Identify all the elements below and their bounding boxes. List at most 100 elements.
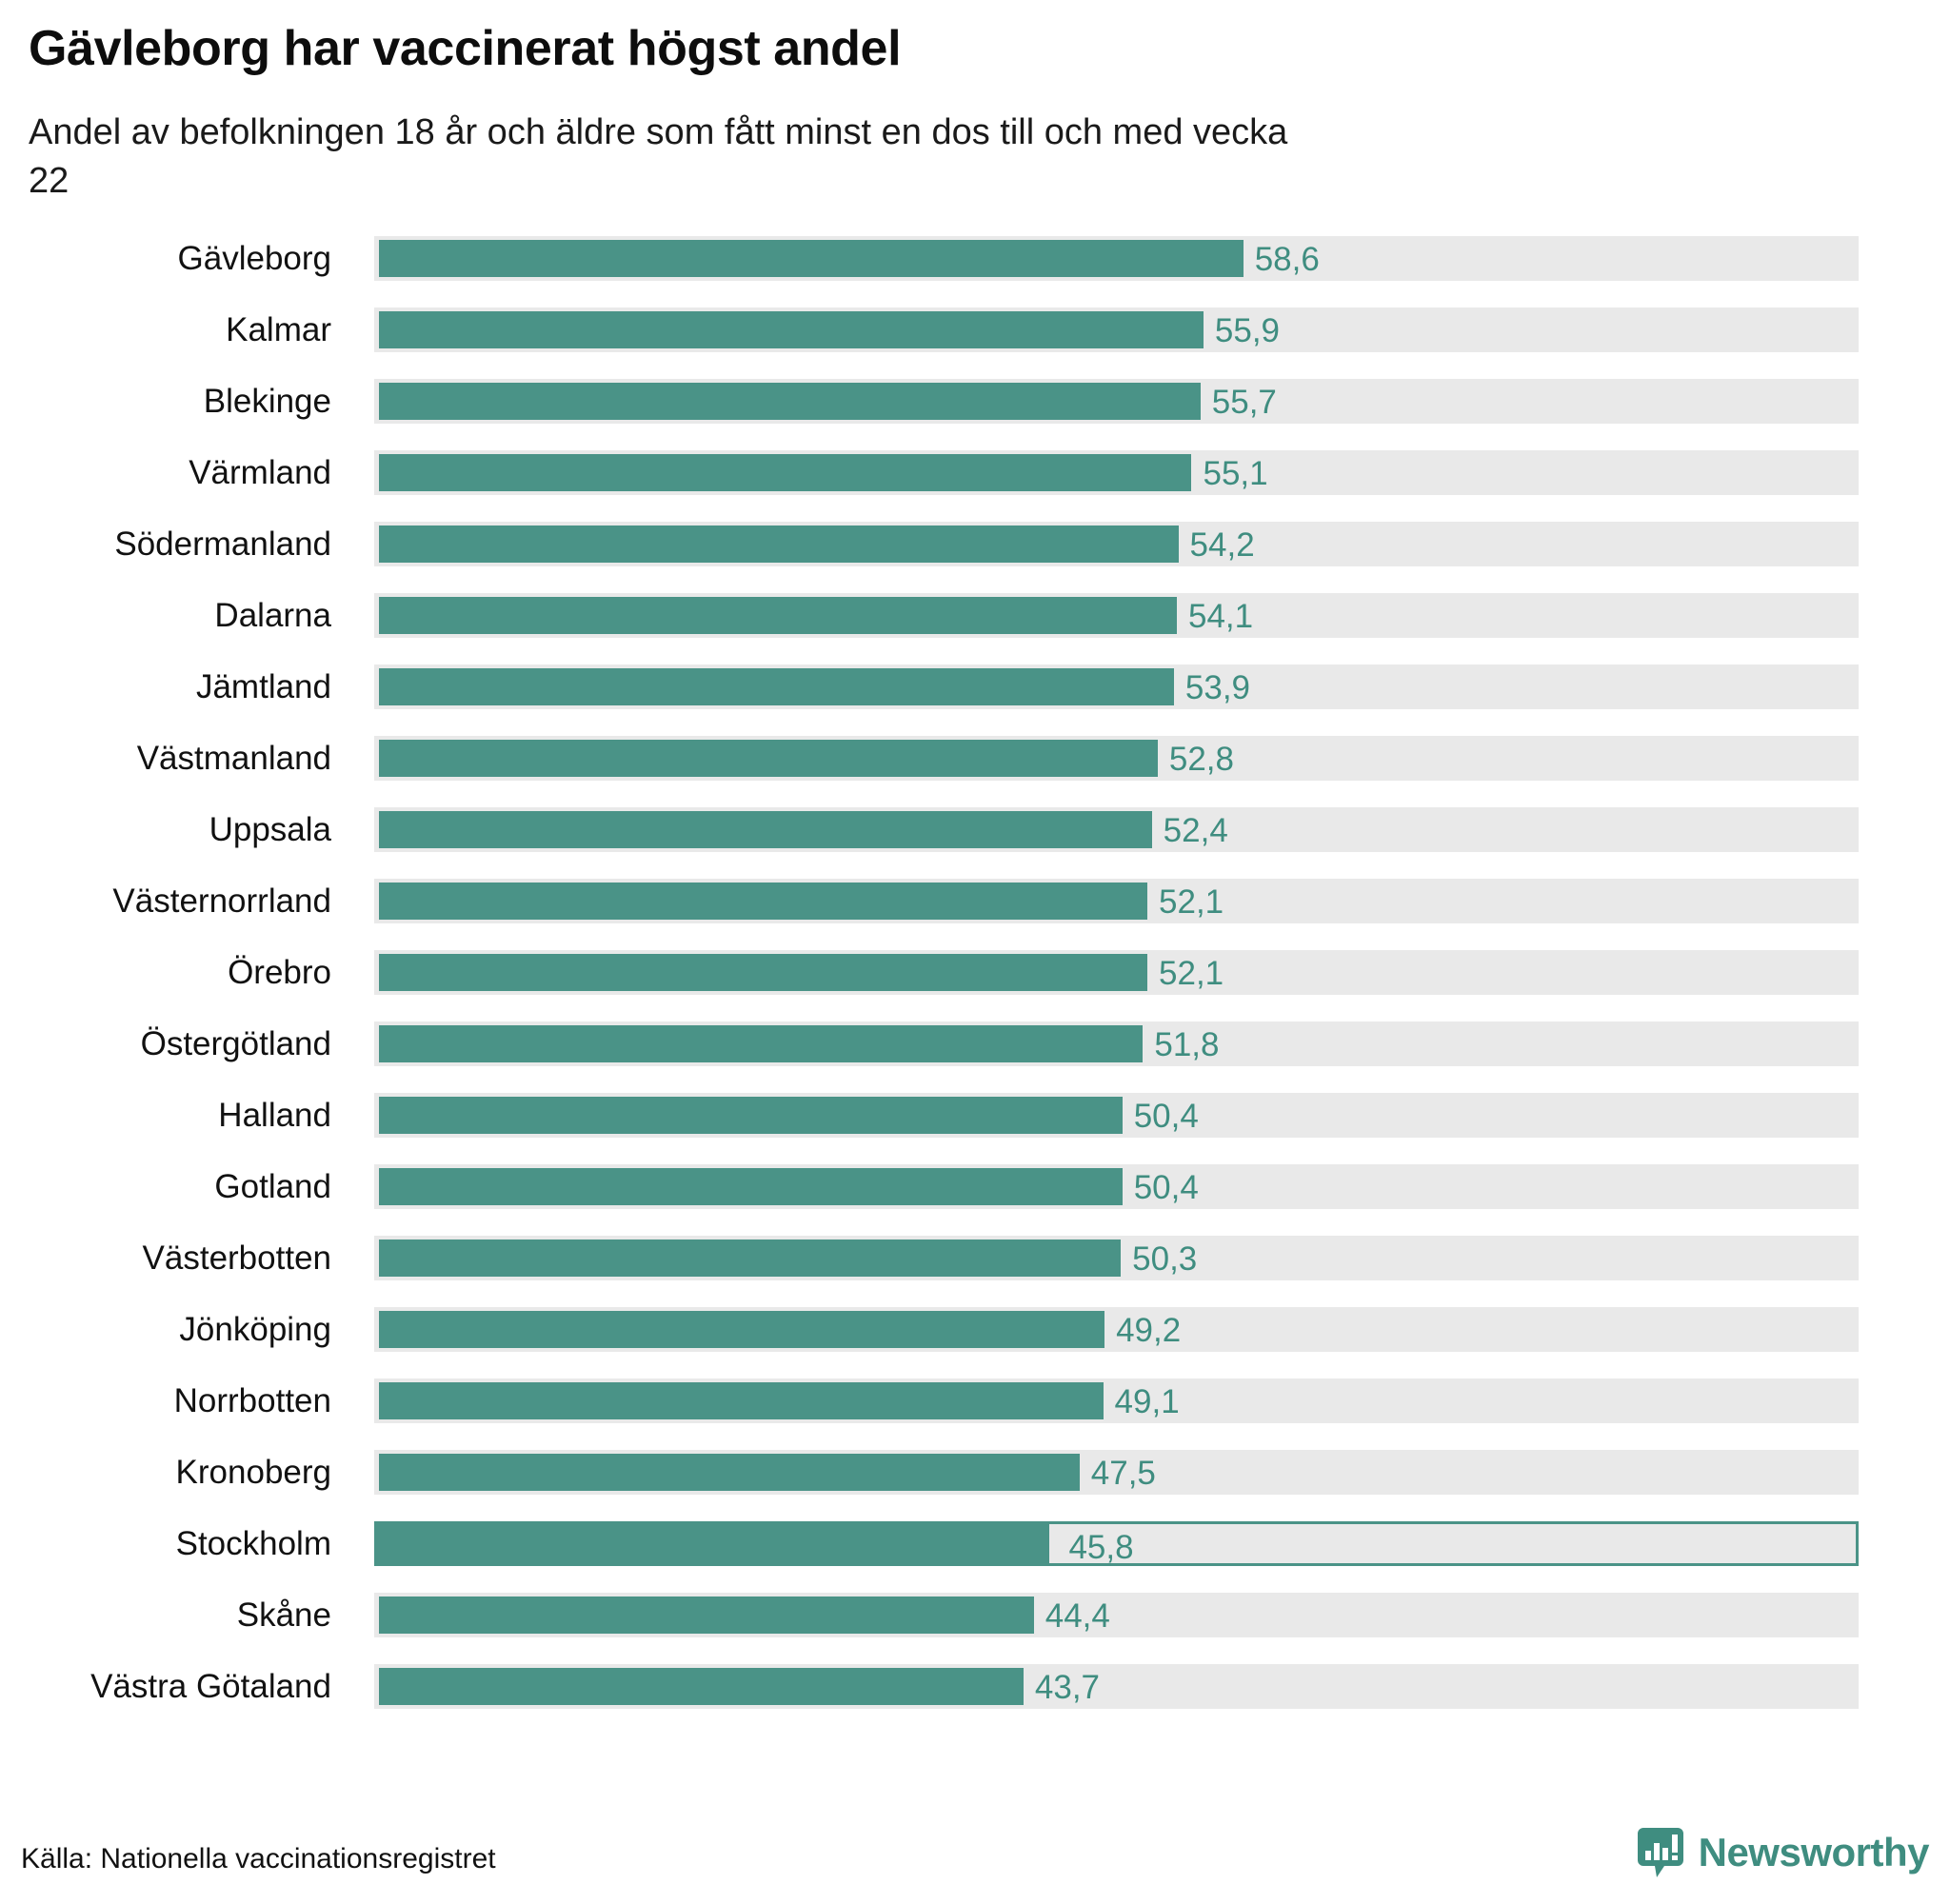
bar-value-label: 55,7: [1211, 384, 1277, 421]
bar: [379, 668, 1174, 705]
bar-category-label: Norrbotten: [173, 1382, 331, 1419]
bar-row: Västerbotten 50,3: [0, 1236, 1950, 1307]
bar-category-label: Blekinge: [203, 383, 331, 420]
bar: [379, 1454, 1080, 1491]
bar-row: Dalarna 54,1: [0, 593, 1950, 664]
bar-row: Södermanland 54,2: [0, 522, 1950, 593]
bar-category-label: Västernorrland: [112, 883, 331, 920]
bar-row: Uppsala 52,4: [0, 807, 1950, 879]
bar-track: 50,4: [374, 1093, 1859, 1138]
bar-value-label: 52,4: [1163, 812, 1228, 849]
bar-category-label: Stockholm: [175, 1525, 331, 1562]
bar-category-label: Västmanland: [136, 740, 331, 777]
bar-track: 49,2: [374, 1307, 1859, 1352]
bar-row: Gotland 50,4: [0, 1164, 1950, 1236]
bar-row: Jämtland 53,9: [0, 664, 1950, 736]
bar-track: 55,7: [374, 379, 1859, 424]
bar-track: 55,1: [374, 450, 1859, 495]
bar-row: Stockholm 45,8: [0, 1521, 1950, 1593]
bar: [379, 1240, 1122, 1277]
bar-value-label: 54,1: [1188, 598, 1254, 635]
bar-row: Östergötland 51,8: [0, 1021, 1950, 1093]
bar: [379, 597, 1177, 634]
newsworthy-logo[interactable]: Newsworthy: [1636, 1826, 1930, 1879]
bar: [374, 1521, 1050, 1566]
bar-value-label: 53,9: [1184, 669, 1251, 706]
newsworthy-bubble-barchart-icon: [1636, 1826, 1685, 1879]
chart-header: Gävleborg har vaccinerat högst andel And…: [29, 21, 1790, 205]
chart-footer: Källa: Nationella vaccinationsregistret …: [0, 1790, 1950, 1904]
bar-value-label: 58,6: [1254, 241, 1320, 278]
bar: [379, 526, 1179, 563]
newsworthy-logo-text: Newsworthy: [1698, 1830, 1930, 1874]
bar-category-label: Östergötland: [140, 1025, 331, 1062]
bar-row: Gävleborg 58,6: [0, 236, 1950, 307]
bar-track: 53,9: [374, 664, 1859, 709]
bar-track: 49,1: [374, 1378, 1859, 1423]
bar-category-label: Västerbotten: [142, 1240, 331, 1277]
bar-row: Kalmar 55,9: [0, 307, 1950, 379]
bar-value-label: 55,9: [1214, 312, 1281, 349]
bar-category-label: Södermanland: [114, 526, 331, 563]
bar-row: Skåne 44,4: [0, 1593, 1950, 1664]
bar-track: 54,2: [374, 522, 1859, 566]
bar-track: 45,8: [374, 1521, 1859, 1566]
bar-category-label: Västra Götaland: [90, 1668, 331, 1705]
bar: [379, 883, 1148, 920]
bar-category-label: Halland: [218, 1097, 331, 1134]
bar-category-label: Jämtland: [195, 668, 331, 705]
bar: [379, 1668, 1024, 1705]
bar-category-label: Värmland: [189, 454, 331, 491]
bar: [379, 1597, 1034, 1634]
bar-value-label: 50,4: [1133, 1169, 1199, 1206]
bar-value-label: 52,1: [1159, 955, 1224, 992]
bar-row: Blekinge 55,7: [0, 379, 1950, 450]
bar-track: 44,4: [374, 1593, 1859, 1637]
bar-value-label: 43,7: [1034, 1669, 1101, 1706]
bar-value-label: 49,1: [1114, 1383, 1180, 1420]
bar-category-label: Örebro: [228, 954, 331, 991]
bar-track: 55,9: [374, 307, 1859, 352]
bar-track: 54,1: [374, 593, 1859, 638]
bar-track: 50,3: [374, 1236, 1859, 1280]
bar-value-label: 44,4: [1045, 1597, 1110, 1635]
bar-value-label: 51,8: [1154, 1026, 1220, 1063]
bar: [379, 1382, 1104, 1419]
bar-value-label: 50,3: [1132, 1240, 1198, 1278]
bar-value-label: 47,5: [1090, 1455, 1156, 1492]
bar-track: 52,8: [374, 736, 1859, 781]
bar-value-label: 50,4: [1133, 1098, 1199, 1135]
bar-category-label: Kalmar: [226, 311, 331, 348]
bar-row: Värmland 55,1: [0, 450, 1950, 522]
bar: [379, 383, 1201, 420]
bar-row: Örebro 52,1: [0, 950, 1950, 1021]
bar-category-label: Gävleborg: [177, 240, 331, 277]
bar-value-label: 49,2: [1116, 1312, 1182, 1349]
bar-category-label: Kronoberg: [175, 1454, 331, 1491]
bar-category-label: Jönköping: [179, 1311, 331, 1348]
bar: [379, 311, 1204, 348]
bar-track: 51,8: [374, 1021, 1859, 1066]
bar: [379, 1025, 1144, 1062]
bar-track: 50,4: [374, 1164, 1859, 1209]
bar-track: 52,1: [374, 950, 1859, 995]
bar-row: Norrbotten 49,1: [0, 1378, 1950, 1450]
bar: [379, 1311, 1105, 1348]
bar-value-label: 54,2: [1189, 526, 1255, 564]
bar-value-label: 52,8: [1168, 741, 1234, 778]
bar: [379, 454, 1192, 491]
bar-value-label: 55,1: [1203, 455, 1268, 492]
bar-row: Jönköping 49,2: [0, 1307, 1950, 1378]
bar-value-label: 45,8: [1068, 1529, 1134, 1566]
bar: [379, 954, 1148, 991]
bar-track: 52,1: [374, 879, 1859, 923]
bar-chart-plot-area: Gävleborg 58,6 Kalmar 55,9 Blekinge 55,7 Värml…: [0, 236, 1950, 1778]
bar-track: 43,7: [374, 1664, 1859, 1709]
bar: [379, 1168, 1123, 1205]
bar-category-label: Gotland: [214, 1168, 331, 1205]
bar-category-label: Skåne: [236, 1597, 331, 1634]
bar-row: Halland 50,4: [0, 1093, 1950, 1164]
bar: [379, 240, 1244, 277]
chart-subtitle: Andel av befolkningen 18 år och äldre so…: [29, 112, 1288, 201]
